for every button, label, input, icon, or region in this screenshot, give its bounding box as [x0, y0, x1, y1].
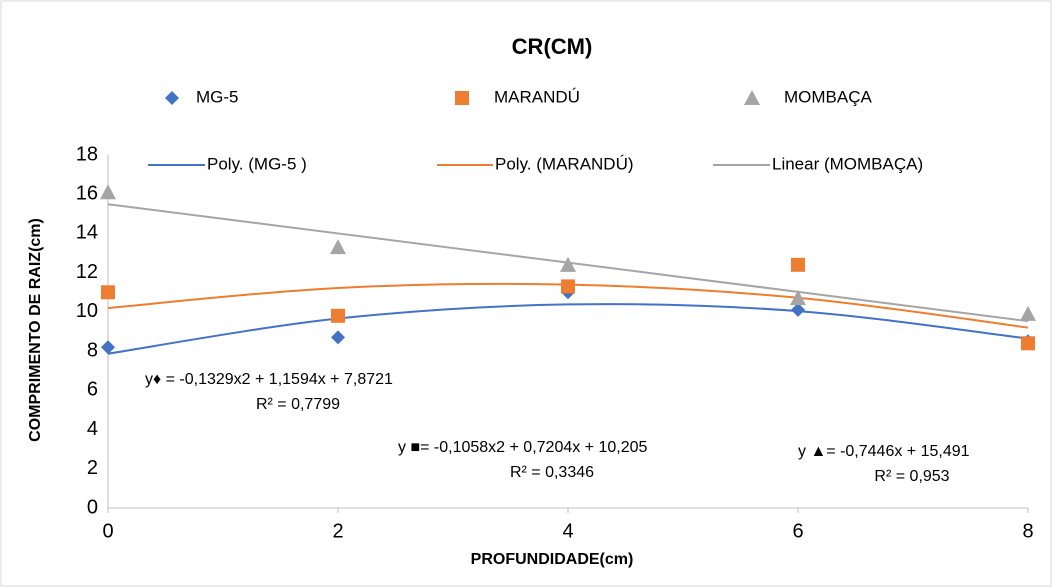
point — [1021, 336, 1035, 351]
legend-label: MG-5 — [196, 87, 239, 106]
point — [791, 257, 805, 272]
y-tick-label: 18 — [76, 143, 98, 165]
point — [790, 290, 806, 306]
y-tick-label: 10 — [76, 300, 98, 322]
x-axis-title: PROFUNDIDADE(cm) — [471, 551, 634, 568]
trendline — [107, 303, 1029, 355]
point — [101, 340, 115, 355]
point — [560, 256, 576, 272]
y-tick-label: 16 — [76, 183, 98, 205]
annotation: R² = 0,7799 — [256, 396, 340, 413]
y-tick-label: 6 — [87, 379, 98, 401]
y-tick-label: 14 — [76, 222, 98, 244]
annotation: R² = 0,953 — [874, 468, 949, 485]
annotation: R² = 0,3346 — [510, 464, 594, 481]
annotation: y♦ = -0,1329x2 + 1,1594x + 7,8721 — [145, 371, 393, 388]
x-tick-label: 2 — [332, 520, 343, 542]
point — [331, 308, 345, 323]
legend-label: Linear (MOMBAÇA) — [772, 154, 923, 173]
x-tick-label: 4 — [562, 520, 573, 542]
annotation: y ▲= -0,7446x + 15,491 — [798, 443, 970, 460]
point — [330, 239, 346, 255]
point — [791, 302, 805, 317]
point — [331, 330, 345, 345]
chart-title: CR(CM) — [512, 34, 593, 59]
y-tick-label: 8 — [87, 339, 98, 361]
legend-marker — [455, 91, 469, 105]
point — [101, 285, 115, 300]
y-tick-label: 2 — [87, 457, 98, 479]
y-axis-title: COMPRIMENTO DE RAIZ(cm) — [27, 218, 44, 442]
point — [100, 184, 116, 200]
point — [1020, 305, 1036, 321]
legend-label: Poly. (MARANDÚ) — [495, 154, 634, 173]
legend-label: MOMBAÇA — [784, 87, 873, 106]
y-tick-label: 0 — [87, 496, 98, 518]
x-tick-label: 6 — [792, 520, 803, 542]
x-tick-label: 8 — [1022, 520, 1033, 542]
legend-label: Poly. (MG-5 ) — [207, 154, 307, 173]
annotation: y ■= -0,1058x2 + 0,7204x + 10,205 — [398, 439, 648, 456]
legend-marker — [165, 91, 179, 105]
x-tick-label: 0 — [102, 520, 113, 542]
legend-marker — [744, 90, 760, 105]
legend-label: MARANDÚ — [494, 87, 580, 106]
point — [561, 279, 575, 294]
y-tick-label: 4 — [87, 418, 98, 440]
y-tick-label: 12 — [76, 261, 98, 283]
